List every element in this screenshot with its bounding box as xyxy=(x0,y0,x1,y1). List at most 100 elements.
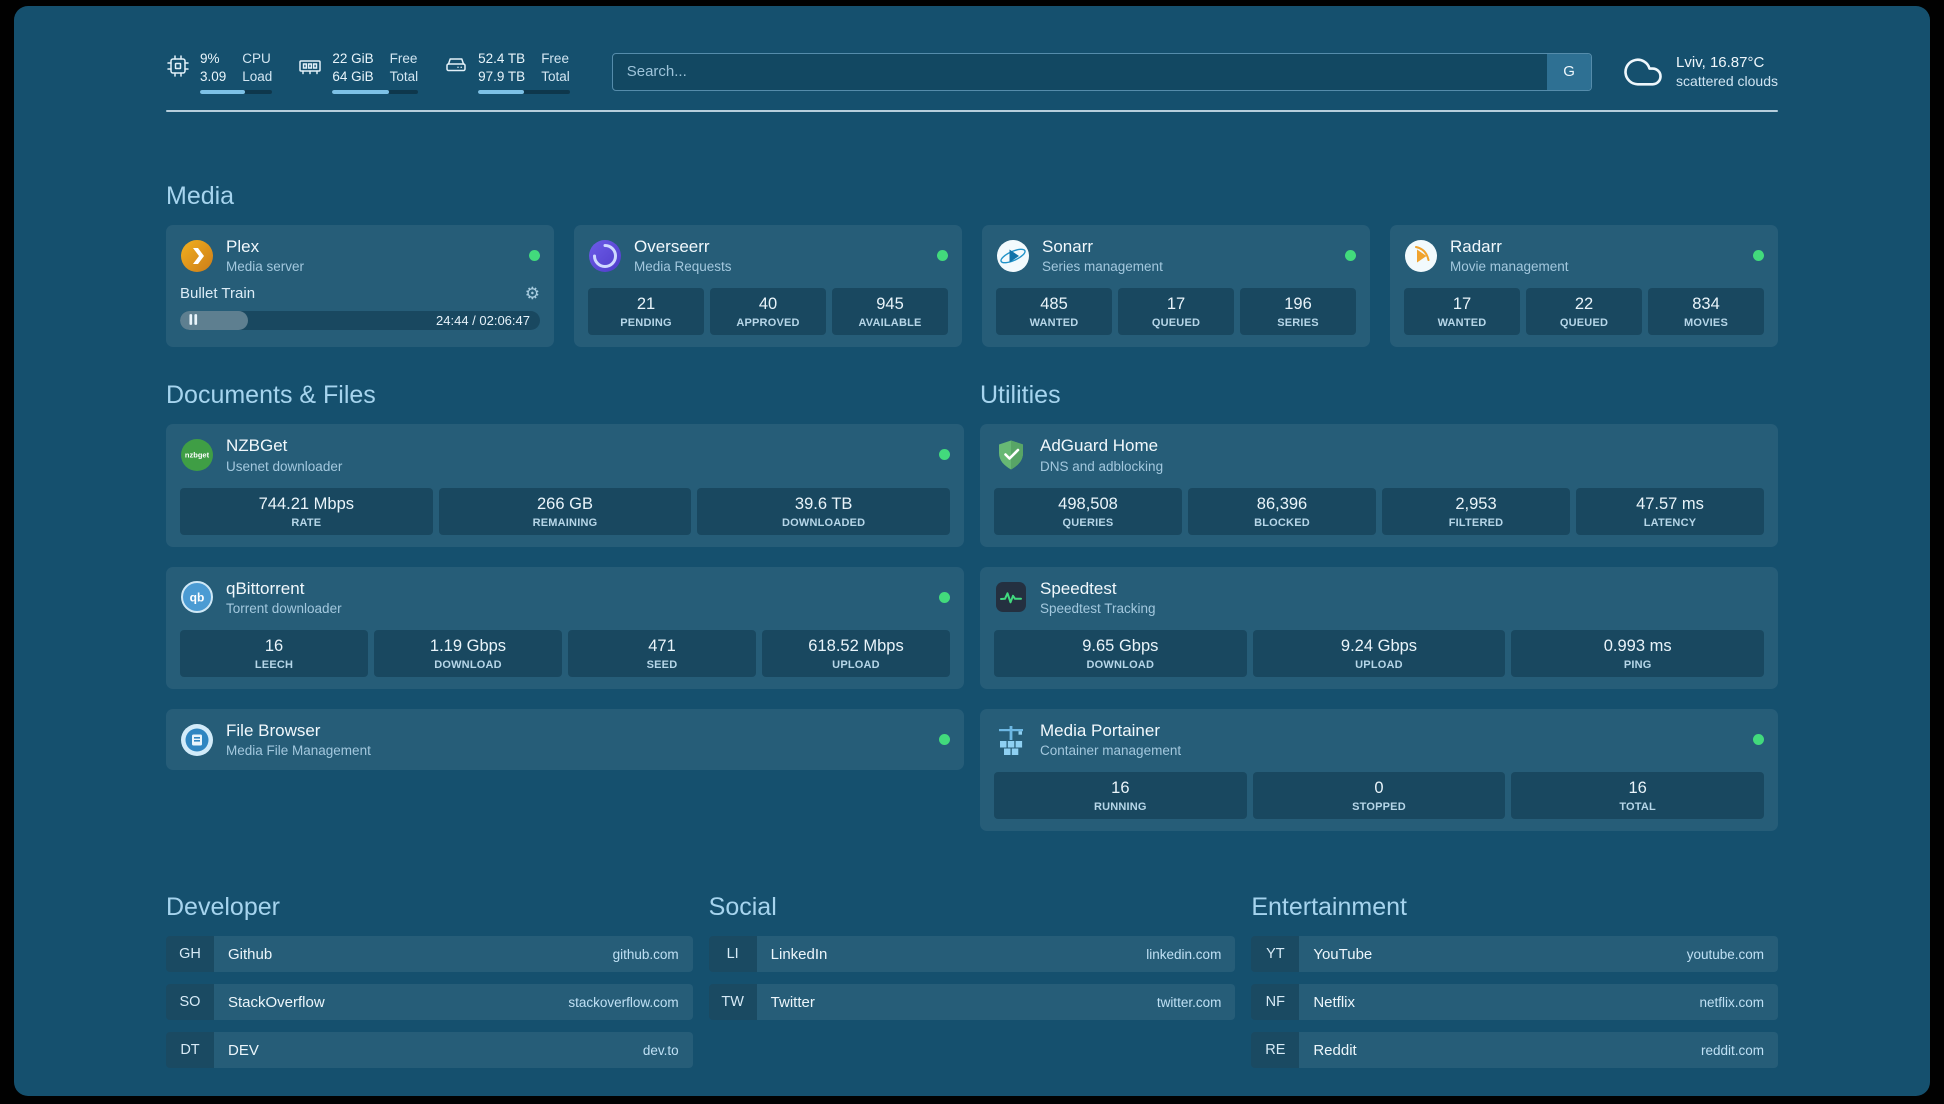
section-title-social: Social xyxy=(708,893,777,922)
service-card-adguard[interactable]: AdGuard Home DNS and adblocking 498,508 Q… xyxy=(980,424,1778,547)
stat-downloaded: 39.6 TB DOWNLOADED xyxy=(697,487,950,535)
bookmark-github[interactable]: GH Github github.com xyxy=(166,936,693,973)
bookmark-name: DEV xyxy=(228,1041,259,1059)
bookmark-reddit[interactable]: RE Reddit reddit.com xyxy=(1251,1032,1778,1069)
speedtest-icon xyxy=(994,580,1028,614)
service-name: File Browser xyxy=(226,721,321,741)
service-card-plex[interactable]: Plex Media server Bullet Train ⚙ 24:44 /… xyxy=(166,224,554,348)
service-subtitle: Torrent downloader xyxy=(226,601,342,617)
memory-usage-bar xyxy=(332,90,419,94)
bookmark-linkedin[interactable]: LI LinkedIn linkedin.com xyxy=(708,936,1236,973)
disk-icon xyxy=(444,54,468,78)
service-subtitle: Media Requests xyxy=(634,259,732,275)
bookmark-url: youtube.com xyxy=(1686,946,1764,962)
load-label: Load xyxy=(242,69,273,85)
stat-queued: 22 QUEUED xyxy=(1526,288,1642,336)
service-name: Media Portainer xyxy=(1040,721,1161,741)
memory-free-value: 22 GiB xyxy=(332,51,374,66)
service-card-filebrowser[interactable]: File Browser Media File Management xyxy=(166,709,964,771)
cpu-resource-widget: 9% 3.09 CPU Load xyxy=(166,50,273,94)
plex-icon xyxy=(180,239,214,273)
header-divider xyxy=(166,109,1778,112)
service-name: Radarr xyxy=(1450,236,1502,256)
pause-icon[interactable] xyxy=(189,312,198,330)
bookmark-url: linkedin.com xyxy=(1146,946,1222,962)
bookmark-netflix[interactable]: NF Netflix netflix.com xyxy=(1251,984,1778,1021)
section-title-utilities: Utilities xyxy=(980,381,1061,410)
stat-filtered: 2,953 FILTERED xyxy=(1382,487,1570,535)
service-name: AdGuard Home xyxy=(1040,436,1159,456)
service-name: Speedtest xyxy=(1040,578,1117,598)
svg-text:qb: qb xyxy=(190,591,205,605)
status-dot xyxy=(939,591,950,603)
service-card-sonarr[interactable]: Sonarr Series management 485 WANTED 17 QUE… xyxy=(982,224,1370,348)
stat-wanted: 485 WANTED xyxy=(996,288,1112,336)
bookmark-twitter[interactable]: TW Twitter twitter.com xyxy=(708,984,1236,1021)
bookmark-url: netflix.com xyxy=(1699,994,1764,1010)
status-dot xyxy=(1753,734,1764,746)
service-subtitle: Media File Management xyxy=(226,743,371,759)
bookmark-url: dev.to xyxy=(642,1042,679,1058)
bookmark-abbr: NF xyxy=(1251,984,1300,1021)
now-playing-title: Bullet Train xyxy=(180,285,256,303)
radarr-icon xyxy=(1404,239,1438,273)
cpu-usage-bar xyxy=(200,90,273,94)
bookmark-name: LinkedIn xyxy=(770,945,828,963)
bookmark-abbr: RE xyxy=(1251,1032,1300,1069)
bookmark-name: Github xyxy=(228,945,273,963)
playback-progress-bar[interactable]: 24:44 / 02:06:47 xyxy=(180,311,540,331)
bookmark-youtube[interactable]: YT YouTube youtube.com xyxy=(1251,936,1778,973)
status-dot xyxy=(1753,250,1764,262)
bookmark-abbr: DT xyxy=(166,1032,214,1069)
total-label: Total xyxy=(389,69,419,85)
service-card-qbittorrent[interactable]: qb qBittorrent Torrent downloader 16 LEEC… xyxy=(166,566,964,690)
service-name: Overseerr xyxy=(634,236,710,256)
service-card-portainer[interactable]: Media Portainer Container management 16 R… xyxy=(980,709,1778,832)
service-card-nzbget[interactable]: nzbget NZBGet Usenet downloader 744.21 M… xyxy=(166,424,964,547)
top-bar: 9% 3.09 CPU Load 22 GiB xyxy=(166,50,1778,94)
search-bar: G xyxy=(611,52,1593,91)
bookmark-abbr: GH xyxy=(166,936,214,973)
service-name: Plex xyxy=(226,236,260,256)
section-title-entertainment: Entertainment xyxy=(1251,893,1407,922)
bookmark-stackoverflow[interactable]: SO StackOverflow stackoverflow.com xyxy=(166,984,693,1021)
stat-queued: 17 QUEUED xyxy=(1118,288,1234,336)
stat-blocked: 86,396 BLOCKED xyxy=(1188,487,1376,535)
service-subtitle: DNS and adblocking xyxy=(1040,458,1164,474)
search-provider-button[interactable]: G xyxy=(1547,53,1592,90)
memory-resource-widget: 22 GiB 64 GiB Free Total xyxy=(298,50,419,94)
nzbget-icon: nzbget xyxy=(180,438,214,472)
bookmark-group-entertainment: Entertainment YT YouTube youtube.com NF … xyxy=(1251,893,1778,1069)
status-dot xyxy=(529,250,540,262)
stat-available: 945 AVAILABLE xyxy=(832,288,948,336)
sonarr-icon xyxy=(996,239,1030,273)
service-subtitle: Usenet downloader xyxy=(226,458,343,474)
bookmark-name: YouTube xyxy=(1313,945,1373,963)
stat-pending: 21 PENDING xyxy=(588,288,704,336)
bookmark-abbr: YT xyxy=(1251,936,1300,973)
service-card-speedtest[interactable]: Speedtest Speedtest Tracking 9.65 Gbps DO… xyxy=(980,566,1778,690)
bookmark-url: github.com xyxy=(612,946,679,962)
bookmark-url: twitter.com xyxy=(1156,994,1222,1010)
bookmark-name: Reddit xyxy=(1313,1041,1357,1059)
service-card-radarr[interactable]: Radarr Movie management 17 WANTED 22 QUEUE… xyxy=(1390,224,1778,348)
weather-condition: scattered clouds xyxy=(1676,73,1778,90)
service-subtitle: Movie management xyxy=(1450,259,1569,275)
memory-icon xyxy=(298,54,322,78)
status-dot xyxy=(1345,250,1356,262)
bookmark-url: stackoverflow.com xyxy=(568,994,679,1010)
gear-icon[interactable]: ⚙ xyxy=(524,284,540,304)
utilities-column: Utilities AdGuard Home DNS and adblockin… xyxy=(980,381,1778,832)
disk-usage-bar xyxy=(478,90,570,94)
stat-latency: 47.57 ms LATENCY xyxy=(1576,487,1764,535)
service-card-overseerr[interactable]: Overseerr Media Requests 21 PENDING 40 APP… xyxy=(574,224,962,348)
cpu-icon xyxy=(166,54,190,78)
status-dot xyxy=(939,734,950,746)
playback-time: 24:44 / 02:06:47 xyxy=(436,313,530,329)
cpu-label: CPU xyxy=(242,51,271,66)
search-input[interactable] xyxy=(611,52,1593,91)
bookmark-dev[interactable]: DT DEV dev.to xyxy=(166,1032,693,1069)
cpu-load-value: 3.09 xyxy=(200,69,227,85)
total-label: Total xyxy=(541,69,570,85)
